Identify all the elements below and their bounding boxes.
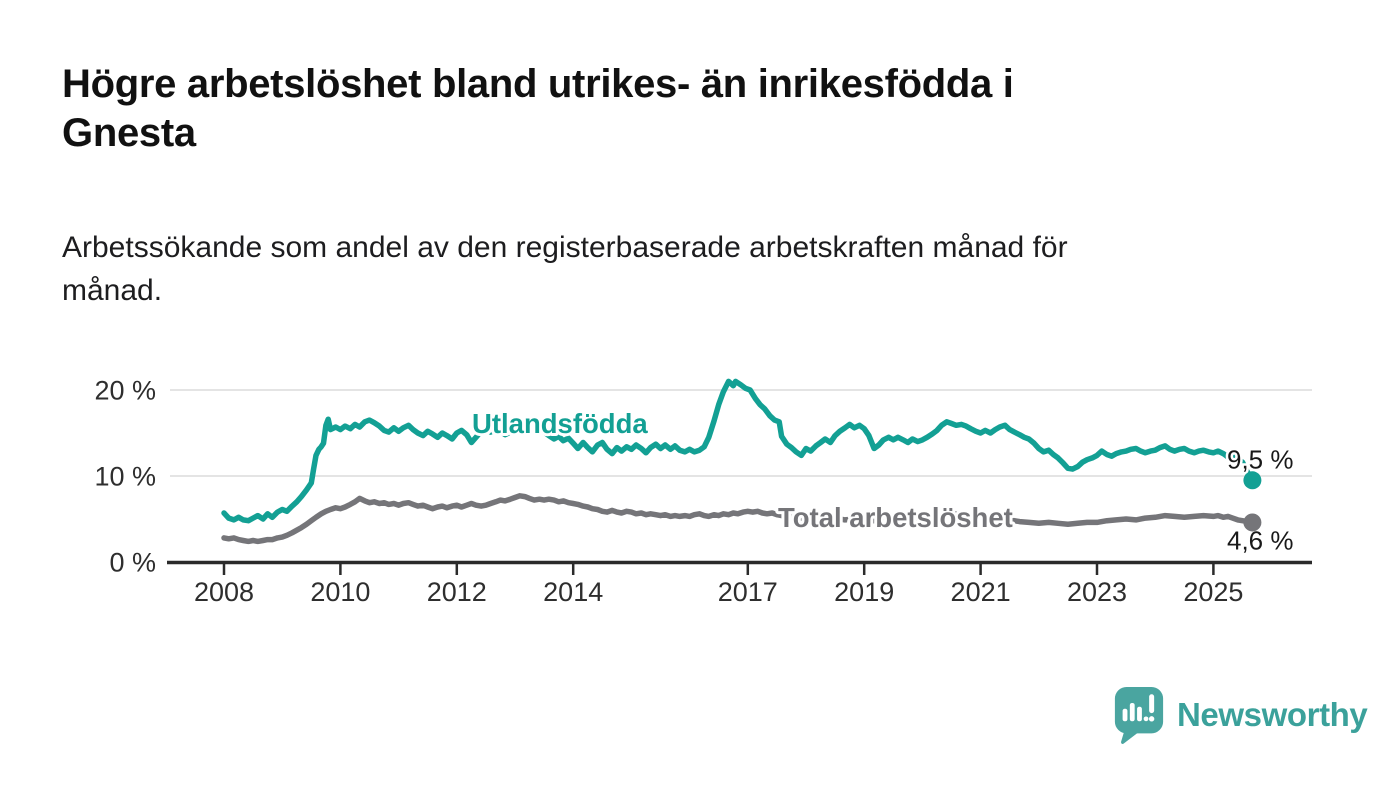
series-end-dot bbox=[1243, 471, 1262, 490]
footer-branding: Newsworthy bbox=[1112, 684, 1368, 746]
series-end-value-label: 9,5 % bbox=[1227, 444, 1294, 474]
chart-title: Högre arbetslöshet bland utrikes- än inr… bbox=[62, 62, 1014, 155]
x-axis-tick-label: 2025 bbox=[1183, 577, 1243, 607]
x-axis-tick-label: 2008 bbox=[194, 577, 254, 607]
series-label-total: Total arbetslöshet bbox=[778, 502, 1013, 533]
x-axis-tick-label: 2010 bbox=[310, 577, 370, 607]
y-axis-tick-label: 20 % bbox=[94, 376, 156, 406]
x-axis-tick-label: 2012 bbox=[427, 577, 487, 607]
series-line-utlandsfodda bbox=[221, 378, 1256, 524]
series-label-utlandsfodda: Utlandsfödda bbox=[472, 408, 648, 439]
x-axis-tick-label: 2017 bbox=[718, 577, 778, 607]
newsworthy-logo-icon bbox=[1114, 687, 1164, 744]
series-end-value-label: 4,6 % bbox=[1227, 525, 1294, 555]
y-axis-tick-label: 10 % bbox=[94, 462, 156, 492]
x-axis-tick-label: 2019 bbox=[834, 577, 894, 607]
y-axis-tick-label: 0 % bbox=[109, 548, 156, 578]
newsworthy-wordmark: Newsworthy bbox=[1177, 696, 1368, 733]
series-line-total bbox=[221, 493, 1256, 545]
x-axis-tick-label: 2021 bbox=[951, 577, 1011, 607]
x-axis-tick-label: 2023 bbox=[1067, 577, 1127, 607]
chart-subtitle: Arbetssökande som andel av den registerb… bbox=[62, 231, 1068, 308]
x-axis-tick-label: 2014 bbox=[543, 577, 603, 607]
series-end-dot bbox=[1243, 513, 1262, 532]
